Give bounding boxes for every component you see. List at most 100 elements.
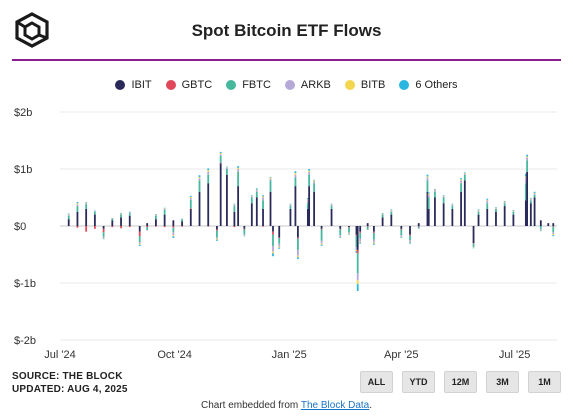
flow-bar-fbtc [409,235,411,241]
y-tick-label: $0 [14,221,26,233]
flow-bar-fbtc [250,197,253,204]
flow-bar-ibit [472,226,475,244]
flow-bar-gbtc [356,249,359,254]
flow-bar-ibit [289,208,292,226]
legend-item-ibit[interactable]: IBIT [115,79,152,91]
range-button-all[interactable]: ALL [360,371,393,393]
flows-chart[interactable]: $2b $1b $0 $-1b $-2b Jul '24 Oct '24 Jan '25 Apr… [0,100,573,362]
flow-bar-arkb [552,232,555,234]
legend-label-others: 6 Others [415,79,458,91]
flow-bar-6-others [356,284,359,291]
flow-bar-fbtc [216,230,218,238]
legend-dot-fbtc [226,80,237,90]
flow-bar-bitb [172,235,175,237]
flow-bar-fbtc [372,232,375,240]
flow-bar-fbtc [67,215,70,220]
flow-bar-bitb [255,189,258,191]
flow-bar-gbtc [93,226,96,229]
flow-bar-ibit [451,208,454,226]
legend-item-gbtc[interactable]: GBTC [165,79,212,91]
flow-bar-ibit [348,226,350,228]
flow-bar-ibit [76,211,79,226]
flow-bar-6-others [533,191,536,193]
flow-bar-gbtc [297,237,299,239]
range-button-1m[interactable]: 1M [528,371,561,393]
legend-item-others[interactable]: 6 Others [399,79,458,91]
flow-bar-ibit [547,223,550,226]
flow-bar-ibit [529,203,532,226]
flow-bar-bitb [426,176,429,178]
flow-bar-fbtc [348,227,350,233]
flow-bar-6-others [381,212,384,214]
chart-legend: IBIT GBTC FBTC ARKB BITB 6 Others [0,79,573,91]
legend-item-arkb[interactable]: ARKB [284,79,331,91]
legend-item-fbtc[interactable]: FBTC [226,79,271,91]
flow-bar-bitb [76,203,79,205]
flow-bar-bitb [189,196,192,199]
flow-bar-arkb [76,204,79,207]
flow-bar-6-others [355,251,358,253]
flow-bar-gbtc [243,228,246,230]
flow-bar-fbtc [356,253,359,274]
flow-bar-arkb [339,235,342,237]
flow-bar-ibit [320,226,323,229]
flow-bar-fbtc [219,155,222,163]
flow-bar-6-others [269,176,272,178]
flow-bar-fbtc [486,203,489,209]
flow-bar-ibit [372,226,375,232]
flow-bar-arkb [198,178,201,181]
flow-bar-arkb [181,218,183,220]
flow-bar-fbtc [181,219,183,222]
embed-credit: Chart embedded from The Block Data. [0,400,573,411]
flow-bar-ibit [552,223,555,226]
legend-label-fbtc: FBTC [242,79,271,91]
flow-bar-arkb [359,238,362,242]
flow-bar-bitb [155,214,157,216]
flow-bar-bitb [533,192,536,194]
flow-bar-ibit [269,191,272,226]
flow-bar-fbtc [526,160,529,172]
flow-bar-gbtc [552,226,555,227]
flow-bar-bitb [216,238,218,240]
range-button-12m[interactable]: 12M [444,371,477,393]
legend-item-bitb[interactable]: BITB [344,79,385,91]
flow-bar-6-others [255,188,258,190]
header-divider [12,59,561,61]
flow-bar-arkb [306,200,309,204]
flow-bar-fbtc [477,211,480,215]
flow-bar-bitb [219,153,222,155]
flow-bar-arkb [67,214,70,216]
flow-bar-fbtc [512,211,515,215]
flow-bar-ibit [512,214,515,226]
flow-bar-6-others [526,154,529,157]
flow-bar-bitb [278,246,281,248]
flow-bar-bitb [355,249,358,252]
flow-bar-bitb [138,243,141,245]
flow-bar-bitb [434,189,436,191]
flow-bar-arkb [128,212,131,214]
range-button-ytd[interactable]: YTD [402,371,435,393]
flow-bar-fbtc [255,191,258,198]
flow-bar-6-others [155,214,157,215]
flow-bar-arkb [138,241,141,244]
flow-bar-arkb [243,233,246,236]
flow-bar-fbtc [111,218,114,221]
flow-bar-ibit [128,215,131,226]
range-button-3m[interactable]: 3M [486,371,519,393]
flow-bar-bitb [539,229,542,231]
flow-bar-bitb [262,196,264,198]
flow-bar-arkb [233,204,236,207]
flow-bar-arkb [503,202,506,204]
flow-bar-fbtc [155,215,157,220]
embed-link[interactable]: The Block Data [300,400,370,411]
legend-dot-gbtc [165,80,176,90]
flow-bar-arkb [102,236,105,238]
flow-bar-arkb [289,204,292,207]
flow-bar-bitb [442,195,445,197]
flow-bar-arkb [526,157,529,161]
flow-bar-6-others [426,174,429,177]
flow-bar-bitb [294,172,297,175]
flow-bar-ibit [226,174,228,226]
flow-bar-6-others [207,168,210,171]
flow-bar-gbtc [272,231,274,235]
